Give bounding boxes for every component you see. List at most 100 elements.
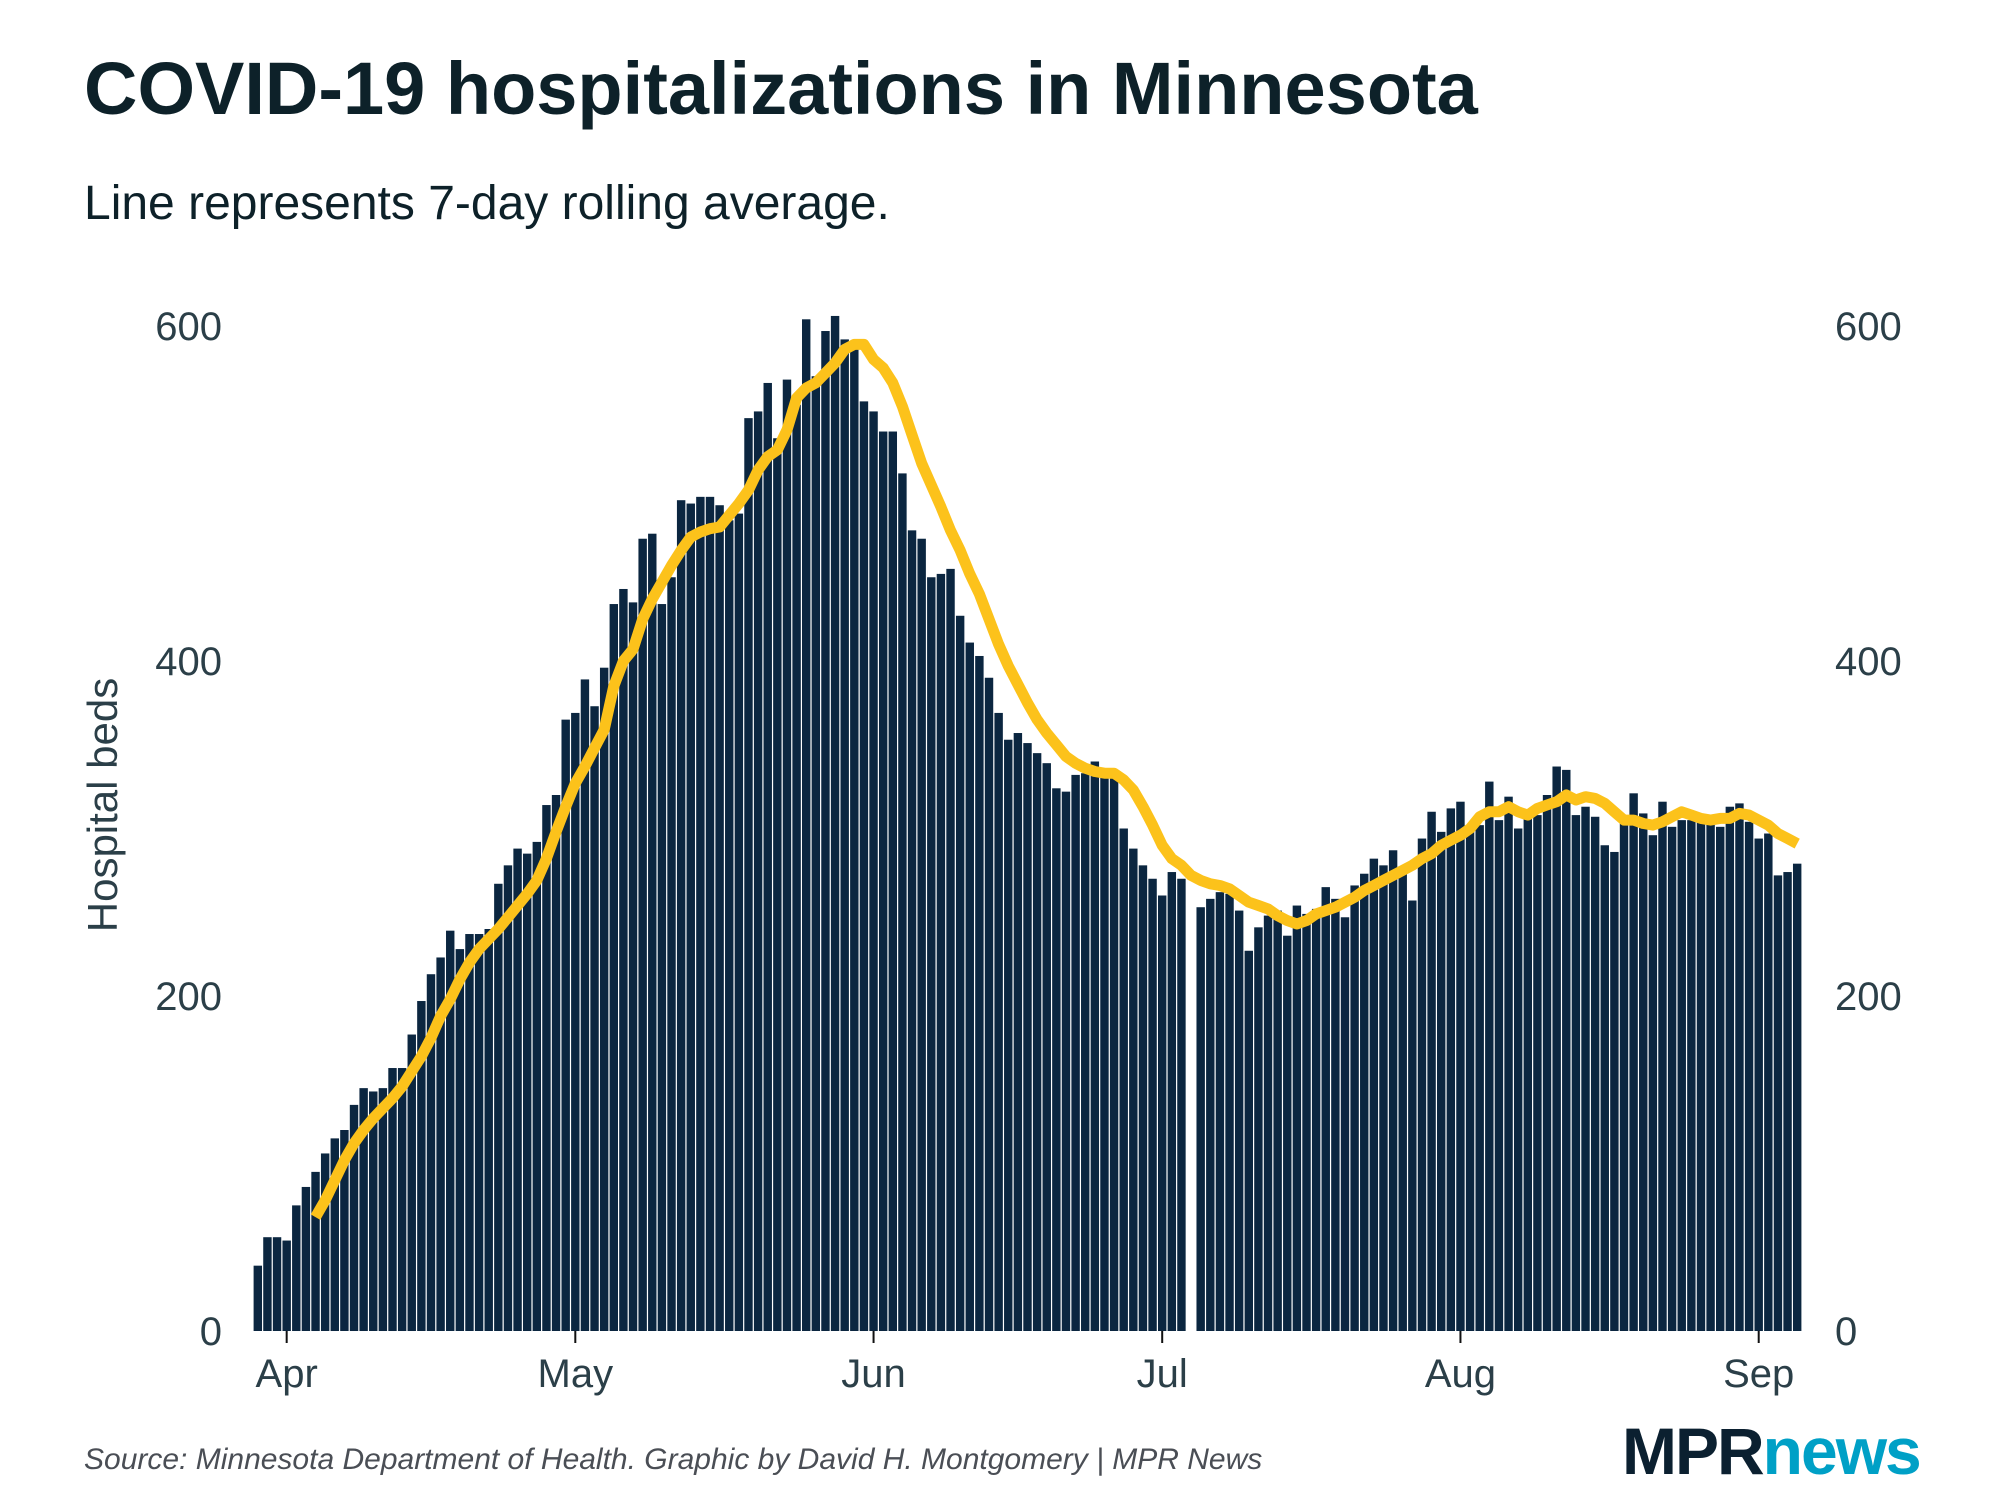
bar [1177,878,1186,1331]
bar [1052,788,1061,1331]
bar [1090,761,1100,1331]
bar [715,505,724,1332]
bar [1138,865,1148,1331]
bar [638,538,647,1331]
bar [1542,795,1552,1331]
bar [503,865,513,1331]
bar [1706,823,1715,1331]
bar [773,438,782,1332]
bar [984,677,994,1331]
bar [1629,793,1638,1331]
bars-group [253,315,1802,1332]
bar [1388,850,1398,1331]
bar [1032,753,1042,1332]
bar [1061,791,1071,1331]
bar [1696,821,1706,1331]
y-tick-label-right: 200 [1835,975,1902,1019]
bar [1081,773,1090,1331]
bar [292,1205,301,1332]
bar [1311,908,1321,1331]
bar [1263,915,1273,1331]
chart-subtitle: Line represents 7-day rolling average. [84,177,890,230]
bar [667,577,676,1331]
bar [311,1171,320,1332]
line-group [310,338,1800,1220]
bar [994,712,1003,1331]
bar [1485,781,1494,1331]
bar [1283,935,1292,1331]
y-tick-label-right: 600 [1835,305,1902,349]
bar [1292,905,1302,1331]
bar [320,1153,330,1331]
x-tick-label: May [538,1352,614,1396]
bar [1023,743,1032,1331]
bar [725,520,734,1331]
bar [426,974,436,1331]
bar [1610,851,1619,1331]
bar [369,1091,378,1331]
bar [1658,801,1667,1331]
bar [1639,813,1648,1331]
logo-news: news [1762,1414,1922,1488]
x-tick-label: Jul [1137,1352,1188,1396]
bar [975,655,984,1331]
bar [792,404,801,1332]
bar [1725,806,1735,1331]
bar [1157,895,1167,1331]
bar [648,533,657,1331]
bar [1129,848,1138,1331]
bar [1148,878,1157,1331]
bar [1273,910,1282,1332]
y-tick-label-left: 400 [155,640,222,684]
bar [1408,900,1417,1331]
y-tick-label-right: 0 [1835,1310,1857,1354]
bar [763,382,772,1331]
bar [917,538,926,1331]
bar [1340,917,1350,1331]
bar [1523,816,1533,1331]
bar [1042,763,1051,1331]
bar [513,848,522,1331]
bar [657,604,667,1331]
bar [1254,927,1263,1332]
bar [811,376,821,1331]
bar [378,1088,388,1332]
bar [561,719,570,1332]
bar [1513,828,1523,1331]
bar [474,934,484,1331]
bar [744,418,753,1332]
y-axis-right: 0 200 400 600 [1835,305,1902,1354]
bar [522,853,532,1332]
bar [1571,815,1581,1331]
bar [946,568,955,1332]
bar [1417,838,1427,1331]
bar [705,496,715,1332]
bar [455,949,465,1331]
bar [1475,825,1484,1331]
bar [571,712,580,1331]
bar [551,795,561,1331]
bar [1773,875,1783,1331]
bar [1206,898,1215,1331]
bar [1350,885,1359,1331]
bar [878,431,888,1331]
bar [802,319,811,1331]
bar [580,679,590,1331]
bar [1321,887,1330,1332]
bar [888,431,898,1331]
bar [1109,776,1119,1331]
bar [542,805,551,1331]
bar [1196,907,1205,1331]
bar [1687,820,1696,1332]
bar [330,1138,339,1332]
bar [1456,801,1465,1331]
x-tick-label: Jun [841,1352,906,1396]
bar [1562,769,1571,1332]
mpr-news-logo: MPRnews [1622,1418,1922,1484]
bar [1225,893,1234,1332]
bar [782,379,792,1332]
bar [619,588,628,1331]
bar [1619,823,1629,1331]
bar [272,1237,282,1331]
bar [590,706,599,1331]
